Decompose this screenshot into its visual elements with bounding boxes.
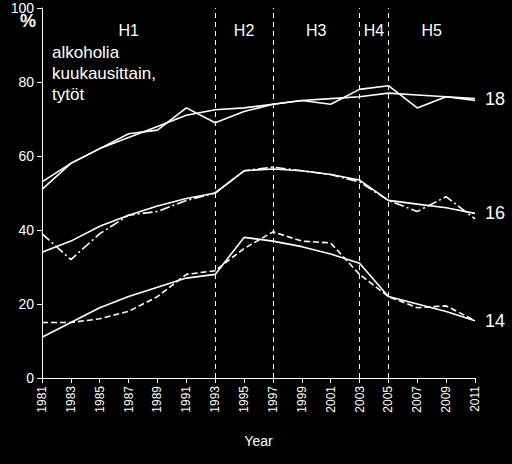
svg-text:H1: H1 [118,22,139,39]
svg-text:18: 18 [485,89,505,109]
svg-text:H2: H2 [234,22,255,39]
svg-text:2001: 2001 [324,386,338,413]
svg-text:2007: 2007 [410,386,424,413]
svg-text:0: 0 [26,370,34,386]
svg-text:2005: 2005 [381,386,395,413]
svg-text:2011: 2011 [468,386,482,412]
svg-text:14: 14 [485,311,505,331]
svg-text:H3: H3 [306,22,327,39]
svg-text:1983: 1983 [64,386,78,413]
svg-text:16: 16 [485,203,505,223]
svg-text:1995: 1995 [237,386,251,413]
svg-text:2009: 2009 [439,386,453,413]
svg-text:Year: Year [244,433,273,449]
svg-text:1987: 1987 [122,386,136,413]
svg-text:40: 40 [18,222,34,238]
svg-text:1999: 1999 [295,386,309,413]
svg-text:tytöt: tytöt [52,85,84,104]
svg-text:100: 100 [11,0,35,16]
svg-text:2003: 2003 [353,386,367,413]
svg-text:1981: 1981 [35,386,49,413]
svg-text:80: 80 [18,74,34,90]
svg-text:kuukausittain,: kuukausittain, [52,64,156,83]
svg-text:H4: H4 [364,22,385,39]
svg-text:1991: 1991 [179,386,193,413]
svg-text:1985: 1985 [93,386,107,413]
svg-text:1993: 1993 [208,386,222,413]
svg-text:1989: 1989 [150,386,164,413]
svg-text:H5: H5 [421,22,442,39]
svg-text:60: 60 [18,148,34,164]
svg-text:1997: 1997 [266,386,280,413]
svg-text:alkoholia: alkoholia [52,43,120,62]
svg-text:20: 20 [18,296,34,312]
